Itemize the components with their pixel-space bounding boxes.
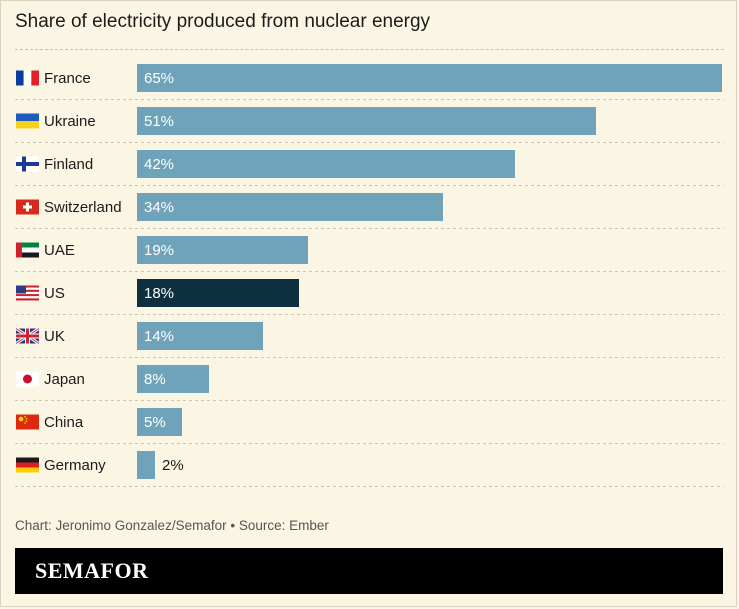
title-divider xyxy=(15,49,724,50)
country-label-france: France xyxy=(44,70,91,87)
country-label-ukraine: Ukraine xyxy=(44,113,96,130)
bar-china xyxy=(137,408,182,436)
value-label-finland: 42% xyxy=(144,156,174,173)
chart-credit: Chart: Jeronimo Gonzalez/Semafor • Sourc… xyxy=(15,518,329,533)
bar-germany xyxy=(137,451,155,479)
chart-title: Share of electricity produced from nucle… xyxy=(15,11,431,32)
value-label-japan: 8% xyxy=(144,371,166,388)
bar-uk xyxy=(137,322,263,350)
country-label-finland: Finland xyxy=(44,156,93,173)
value-label-us: 18% xyxy=(144,285,174,302)
ukraine-flag-icon xyxy=(16,113,39,129)
finland-flag-icon xyxy=(16,156,39,172)
semafor-logo: SEMAFOR xyxy=(35,558,149,583)
japan-flag-icon xyxy=(16,371,39,387)
bar-japan xyxy=(137,365,209,393)
china-flag-icon xyxy=(16,414,39,430)
uk-flag-icon xyxy=(15,327,40,345)
value-label-ukraine: 51% xyxy=(144,113,174,130)
bar-switzerland xyxy=(137,193,443,221)
country-label-uk: UK xyxy=(44,328,65,345)
value-label-uk: 14% xyxy=(144,328,174,345)
country-label-china: China xyxy=(44,414,84,431)
country-label-switzerland: Switzerland xyxy=(44,199,122,216)
bar-chart: France 65% Ukraine 51% Finland 42% Switzerland… xyxy=(15,64,724,487)
footer-bar: SEMAFOR xyxy=(15,548,723,594)
country-label-japan: Japan xyxy=(44,371,85,388)
value-label-france: 65% xyxy=(144,70,174,87)
uae-flag-icon xyxy=(16,242,39,258)
value-label-china: 5% xyxy=(144,414,166,431)
bar-us xyxy=(137,279,299,307)
bar-france xyxy=(137,64,722,92)
value-label-germany: 2% xyxy=(162,457,184,474)
country-label-us: US xyxy=(44,285,65,302)
value-label-uae: 19% xyxy=(144,242,174,259)
bar-ukraine xyxy=(137,107,596,135)
bar-uae xyxy=(137,236,308,264)
us-flag-icon xyxy=(16,285,39,301)
value-label-switzerland: 34% xyxy=(144,199,174,216)
switzerland-flag-icon xyxy=(16,199,39,215)
country-label-germany: Germany xyxy=(44,457,106,474)
france-flag-icon xyxy=(16,70,39,86)
country-label-uae: UAE xyxy=(44,242,75,259)
germany-flag-icon xyxy=(16,457,39,473)
bar-finland xyxy=(137,150,515,178)
